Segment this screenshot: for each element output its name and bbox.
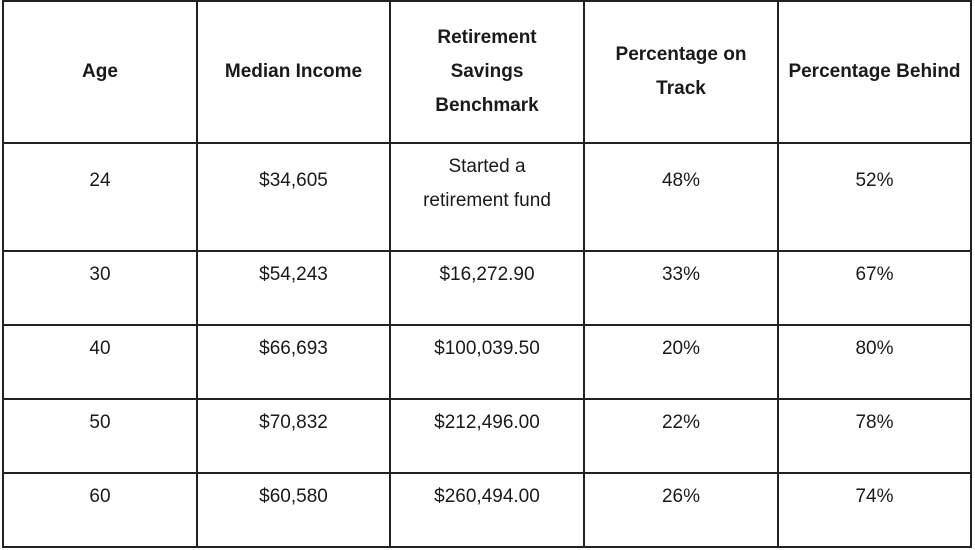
cell-benchmark: $212,496.00 — [389, 398, 585, 474]
table-header-row: Age Median Income Retirement Savings Ben… — [2, 0, 972, 144]
table-row: 60 $60,580 $260,494.00 26% 74% — [2, 472, 972, 548]
header-percentage-on-track: Percentage on Track — [583, 0, 779, 144]
cell-on-track: 48% — [583, 142, 779, 252]
cell-median-income: $54,243 — [196, 250, 391, 326]
cell-median-income: $66,693 — [196, 324, 391, 400]
cell-benchmark: $100,039.50 — [389, 324, 585, 400]
cell-behind: 52% — [777, 142, 972, 252]
cell-age: 40 — [2, 324, 198, 400]
header-median-income: Median Income — [196, 0, 391, 144]
cell-benchmark: Started a retirement fund — [389, 142, 585, 252]
header-percentage-behind: Percentage Behind — [777, 0, 972, 144]
cell-median-income: $34,605 — [196, 142, 391, 252]
table-row: 30 $54,243 $16,272.90 33% 67% — [2, 250, 972, 326]
cell-on-track: 22% — [583, 398, 779, 474]
cell-behind: 74% — [777, 472, 972, 548]
cell-median-income: $60,580 — [196, 472, 391, 548]
cell-behind: 80% — [777, 324, 972, 400]
cell-behind: 67% — [777, 250, 972, 326]
cell-on-track: 26% — [583, 472, 779, 548]
cell-age: 24 — [2, 142, 198, 252]
cell-behind: 78% — [777, 398, 972, 474]
cell-age: 30 — [2, 250, 198, 326]
header-age: Age — [2, 0, 198, 144]
cell-median-income: $70,832 — [196, 398, 391, 474]
cell-age: 50 — [2, 398, 198, 474]
header-retirement-savings-benchmark: Retirement Savings Benchmark — [389, 0, 585, 144]
cell-benchmark: $260,494.00 — [389, 472, 585, 548]
table-row: 24 $34,605 Started a retirement fund 48%… — [2, 142, 972, 252]
table-row: 40 $66,693 $100,039.50 20% 80% — [2, 324, 972, 400]
cell-on-track: 20% — [583, 324, 779, 400]
cell-benchmark: $16,272.90 — [389, 250, 585, 326]
cell-on-track: 33% — [583, 250, 779, 326]
table-row: 50 $70,832 $212,496.00 22% 78% — [2, 398, 972, 474]
cell-age: 60 — [2, 472, 198, 548]
